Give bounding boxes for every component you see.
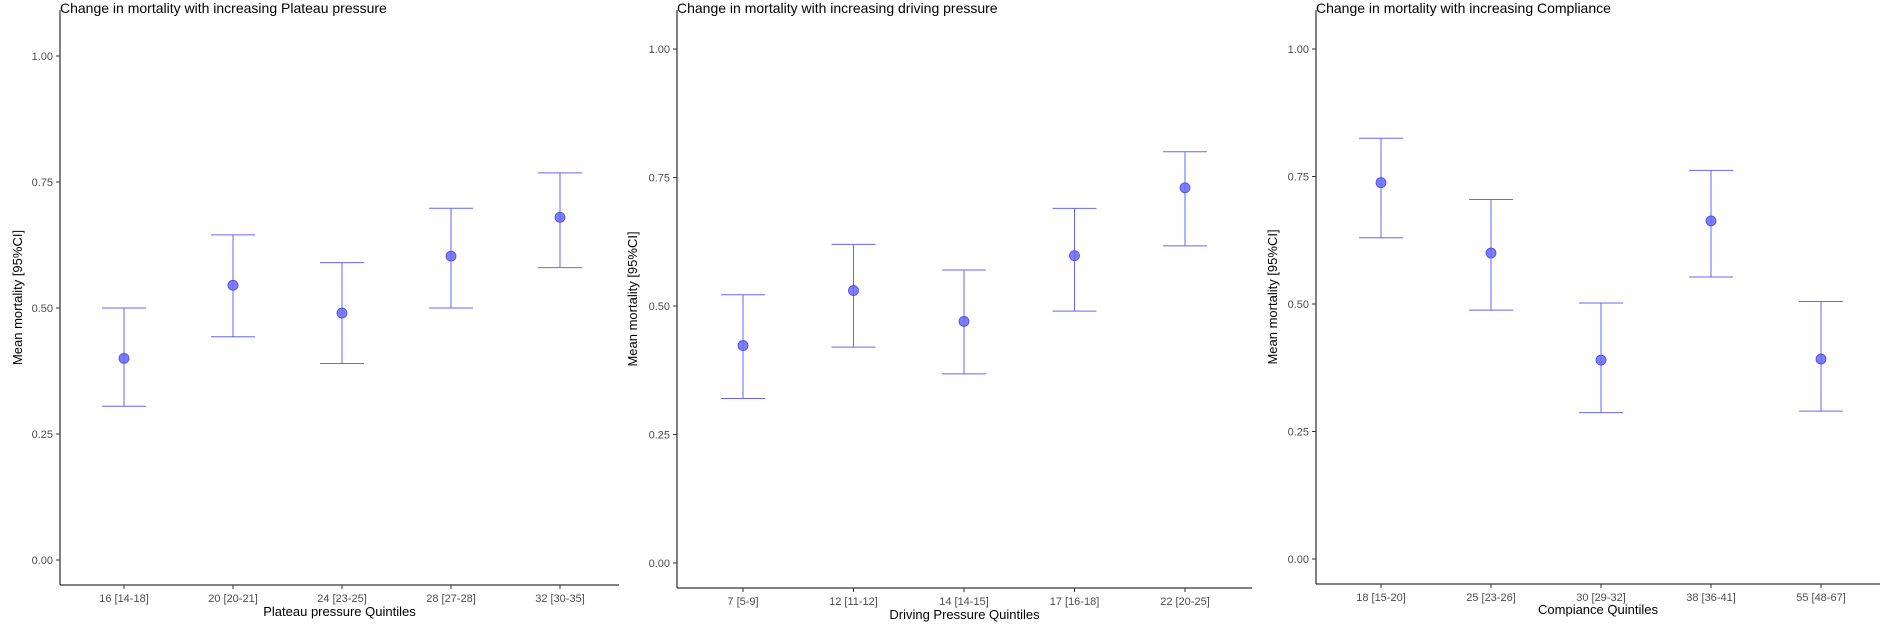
y-tick-label: 0.25 (649, 430, 670, 442)
x-tick-label: 14 [14-15] (939, 596, 989, 608)
x-tick-label: 20 [20-21] (208, 593, 258, 605)
x-tick-label: 24 [23-25] (317, 593, 367, 605)
y-axis-label: Mean mortality [95%CI] (10, 230, 25, 365)
y-tick-label: 1.00 (1288, 44, 1309, 56)
y-tick-label: 1.00 (649, 44, 670, 56)
y-tick-label: 0.00 (32, 555, 53, 567)
x-tick-label: 7 [5-9] (727, 596, 758, 608)
chart-plot-compliance: 0.00 0.25 0.50 0.75 1.00 18 [15-20] 25 [23-26]… (1265, 10, 1880, 617)
x-tick-label: 22 [20-25] (1160, 596, 1210, 608)
chart-title: Change in mortality with increasing driv… (677, 0, 998, 16)
x-tick-label: 18 [15-20] (1356, 592, 1406, 604)
y-tick-label: 0.50 (32, 303, 53, 315)
y-tick-label: 1.00 (32, 51, 53, 63)
x-axis-label: Compiance Quintiles (1538, 602, 1658, 617)
data-point (1179, 182, 1191, 194)
chart-panel-driving: Change in mortality with increasing driv… (615, 0, 1255, 630)
x-tick-label: 25 [23-26] (1466, 592, 1516, 604)
chart-panel-plateau: Change in mortality with increasing Plat… (0, 0, 625, 630)
data-point (848, 285, 859, 296)
y-tick-label: 0.50 (649, 301, 670, 313)
y-tick-label: 0.75 (32, 177, 53, 189)
x-tick-label: 12 [11-12] (829, 596, 878, 608)
data-point (958, 316, 970, 327)
y-tick-label: 0.75 (649, 173, 670, 185)
y-tick-label: 0.25 (32, 429, 53, 441)
x-axis-label: Plateau pressure Quintiles (263, 604, 416, 619)
data-point (1815, 353, 1827, 365)
x-tick-label: 17 [16-18] (1050, 596, 1100, 608)
x-tick-label: 28 [27-28] (426, 593, 476, 605)
data-point (1375, 177, 1387, 189)
y-tick-label: 0.50 (1288, 299, 1309, 311)
chart-panel-compliance: Change in mortality with increasing Comp… (1255, 0, 1883, 630)
data-point (336, 307, 348, 319)
data-point (1595, 354, 1607, 366)
y-tick-label: 0.25 (1288, 427, 1309, 439)
data-point (554, 211, 566, 223)
data-point (1705, 215, 1717, 227)
data-point (737, 340, 749, 351)
y-tick-label: 0.00 (649, 558, 670, 570)
y-tick-label: 0.75 (1288, 172, 1309, 184)
y-axis-label: Mean mortality [95%CI] (625, 231, 640, 366)
y-axis-label: Mean mortality [95%CI] (1265, 229, 1280, 364)
chart-plot-driving: 0.00 0.25 0.50 0.75 1.00 7 [5-9] 12 [11-12] 14 … (625, 10, 1252, 622)
x-tick-label: 38 [36-41] (1686, 592, 1736, 604)
x-tick-label: 30 [29-32] (1576, 592, 1626, 604)
y-tick-label: 0.00 (1288, 554, 1309, 566)
data-point (1485, 247, 1497, 259)
x-tick-label: 16 [14-18] (99, 593, 149, 605)
data-point (445, 250, 457, 262)
x-tick-label: 55 [48-67] (1796, 592, 1846, 604)
chart-plot-plateau: 0.00 0.25 0.50 0.75 1.00 16 [14-18] 20 [20-21]… (10, 10, 619, 619)
x-tick-label: 32 [30-35] (535, 593, 585, 605)
chart-title: Change in mortality with increasing Plat… (60, 0, 387, 16)
data-point (1069, 250, 1080, 262)
data-point (118, 352, 130, 364)
chart-title: Change in mortality with increasing Comp… (1316, 0, 1611, 16)
x-axis-label: Driving Pressure Quintiles (889, 607, 1040, 622)
data-point (227, 279, 239, 291)
